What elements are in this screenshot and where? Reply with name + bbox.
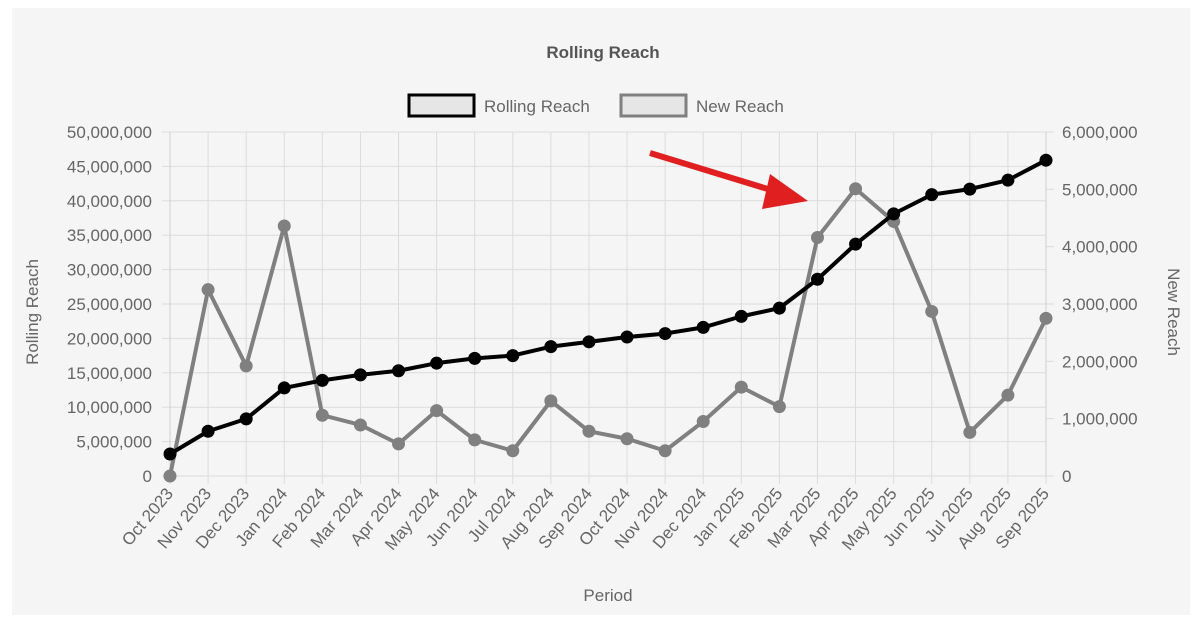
legend-item-rolling-reach[interactable]: Rolling Reach <box>407 93 590 118</box>
legend-label-rolling-reach: Rolling Reach <box>484 97 590 116</box>
right-tick-label: 5,000,000 <box>1062 180 1138 199</box>
data-point-new-reach[interactable] <box>696 415 710 429</box>
data-point-rolling-reach[interactable] <box>772 301 786 315</box>
data-point-rolling-reach[interactable] <box>430 356 444 370</box>
data-point-rolling-reach[interactable] <box>239 412 253 426</box>
right-axis-title: New Reach <box>1164 268 1183 356</box>
legend-label-new-reach: New Reach <box>696 97 784 116</box>
data-point-new-reach[interactable] <box>353 418 367 432</box>
data-point-new-reach[interactable] <box>277 219 291 233</box>
data-point-rolling-reach[interactable] <box>849 237 863 251</box>
data-point-rolling-reach[interactable] <box>544 340 558 354</box>
series-rolling-reach <box>163 153 1053 461</box>
data-point-new-reach[interactable] <box>849 182 863 196</box>
data-point-rolling-reach[interactable] <box>620 330 634 344</box>
right-tick-label: 1,000,000 <box>1062 410 1138 429</box>
right-tick-label: 0 <box>1062 467 1071 486</box>
data-point-new-reach[interactable] <box>620 432 634 446</box>
data-point-new-reach[interactable] <box>430 404 444 418</box>
data-point-rolling-reach[interactable] <box>582 335 596 349</box>
data-point-rolling-reach[interactable] <box>1001 173 1015 187</box>
right-tick-label: 2,000,000 <box>1062 352 1138 371</box>
red-arrow-annotation <box>649 150 808 209</box>
data-point-new-reach[interactable] <box>392 437 406 451</box>
data-point-rolling-reach[interactable] <box>353 368 367 382</box>
arrow-shaft <box>649 150 785 197</box>
left-tick-label: 40,000,000 <box>67 192 152 211</box>
data-point-new-reach[interactable] <box>582 424 596 438</box>
left-tick-label: 0 <box>143 467 152 486</box>
left-tick-label: 50,000,000 <box>67 123 152 142</box>
right-tick-label: 4,000,000 <box>1062 238 1138 257</box>
data-point-rolling-reach[interactable] <box>468 351 482 365</box>
data-point-new-reach[interactable] <box>468 433 482 447</box>
left-tick-label: 25,000,000 <box>67 295 152 314</box>
left-axis-ticks: 0 5,000,000 10,000,000 15,000,000 20,000,000… <box>67 123 152 486</box>
data-point-new-reach[interactable] <box>925 304 939 318</box>
data-point-rolling-reach[interactable] <box>810 272 824 286</box>
data-point-rolling-reach[interactable] <box>658 327 672 341</box>
rolling-reach-chart: Rolling Reach Rolling Reach New Reach 0 5… <box>23 43 1183 605</box>
left-tick-label: 5,000,000 <box>76 433 152 452</box>
data-point-new-reach[interactable] <box>163 469 177 483</box>
series-line-new-reach <box>168 186 1048 477</box>
data-point-new-reach[interactable] <box>506 444 520 458</box>
data-point-rolling-reach[interactable] <box>925 188 939 202</box>
x-axis-title: Period <box>583 586 632 605</box>
chart-card: Rolling Reach Rolling Reach New Reach 0 5… <box>12 8 1190 615</box>
right-axis-ticks: 0 1,000,000 2,000,000 3,000,000 4,000,000 5,0… <box>1062 123 1138 486</box>
data-point-rolling-reach[interactable] <box>315 373 329 387</box>
right-tick-label: 6,000,000 <box>1062 123 1138 142</box>
data-point-new-reach[interactable] <box>734 380 748 394</box>
series-layer <box>163 153 1053 483</box>
left-tick-label: 10,000,000 <box>67 398 152 417</box>
data-point-new-reach[interactable] <box>963 425 977 439</box>
data-point-rolling-reach[interactable] <box>963 182 977 196</box>
grid <box>162 131 1054 484</box>
legend: Rolling Reach New Reach <box>407 93 784 118</box>
left-tick-label: 45,000,000 <box>67 157 152 176</box>
data-point-rolling-reach[interactable] <box>163 447 177 461</box>
left-tick-label: 35,000,000 <box>67 226 152 245</box>
data-point-rolling-reach[interactable] <box>392 364 406 378</box>
data-point-new-reach[interactable] <box>315 408 329 422</box>
data-point-rolling-reach[interactable] <box>734 309 748 323</box>
legend-swatch-new-reach <box>619 93 688 118</box>
data-point-rolling-reach[interactable] <box>277 381 291 395</box>
chart-title: Rolling Reach <box>546 43 659 62</box>
legend-item-new-reach[interactable]: New Reach <box>619 93 784 118</box>
data-point-rolling-reach[interactable] <box>201 424 215 438</box>
data-point-new-reach[interactable] <box>1039 311 1053 325</box>
data-point-rolling-reach[interactable] <box>887 207 901 221</box>
arrow-head <box>762 174 808 209</box>
left-tick-label: 15,000,000 <box>67 364 152 383</box>
data-point-new-reach[interactable] <box>239 359 253 373</box>
right-tick-label: 3,000,000 <box>1062 295 1138 314</box>
data-point-new-reach[interactable] <box>544 394 558 408</box>
series-new-reach <box>163 182 1053 483</box>
left-axis-title: Rolling Reach <box>23 259 42 365</box>
data-point-rolling-reach[interactable] <box>506 349 520 363</box>
left-tick-label: 20,000,000 <box>67 329 152 348</box>
data-point-rolling-reach[interactable] <box>696 320 710 334</box>
data-point-new-reach[interactable] <box>1001 388 1015 402</box>
data-point-new-reach[interactable] <box>810 230 824 244</box>
data-point-new-reach[interactable] <box>772 400 786 414</box>
left-tick-label: 30,000,000 <box>67 261 152 280</box>
legend-swatch-rolling-reach <box>407 93 476 118</box>
data-point-new-reach[interactable] <box>201 283 215 297</box>
data-point-rolling-reach[interactable] <box>1039 153 1053 167</box>
data-point-new-reach[interactable] <box>658 444 672 458</box>
